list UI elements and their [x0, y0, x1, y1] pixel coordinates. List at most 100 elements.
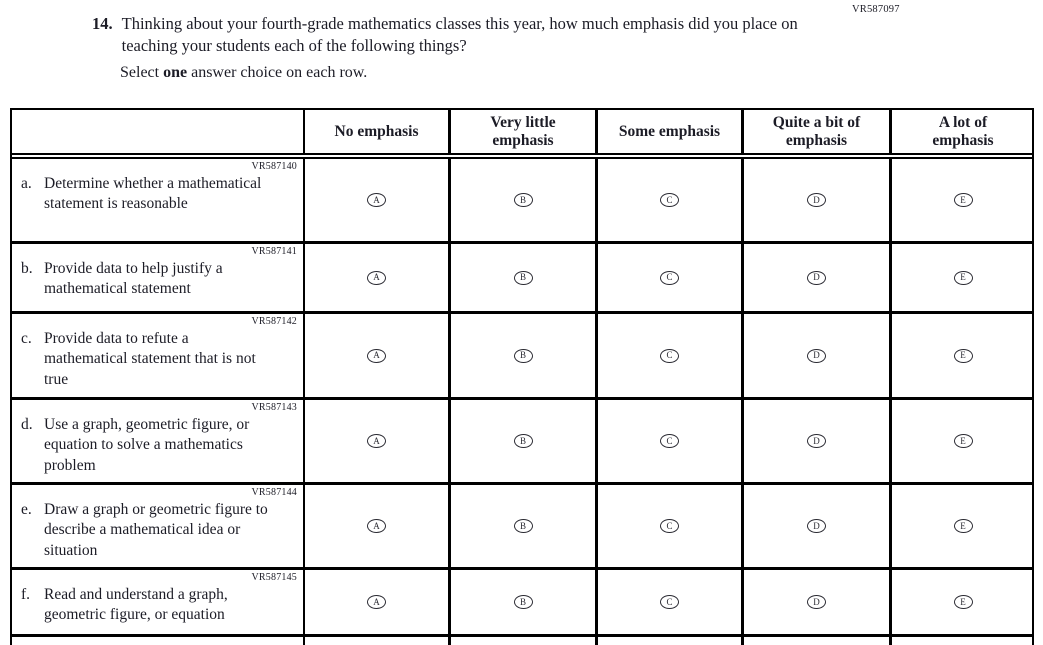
answer-bubble-b[interactable]: B	[513, 519, 533, 533]
row-text: Determine whether a mathematical stateme…	[44, 175, 262, 213]
answer-bubble-e[interactable]: E	[953, 193, 973, 207]
answer-bubble-d[interactable]: D	[807, 348, 826, 363]
table-row-e: VR587144 e. Draw a graph or geometric fig…	[12, 482, 1032, 567]
bubble-cell: A	[303, 314, 448, 397]
bubble-cell: E	[889, 400, 1034, 482]
bubble-cell: C	[595, 159, 741, 241]
answer-bubble-c[interactable]: C	[660, 270, 679, 285]
bubble-cell: D	[741, 485, 889, 567]
bubble-cell: B	[448, 159, 595, 241]
row-text: Read and understand a graph, geometric f…	[44, 586, 228, 624]
answer-bubble-a[interactable]: A	[367, 270, 386, 285]
bubble-cell: D	[741, 570, 889, 634]
answer-bubble-a[interactable]: A	[367, 193, 386, 207]
bubble-cell: B	[448, 244, 595, 311]
answer-bubble-b[interactable]: B	[513, 270, 533, 285]
instruction-bold-word: one	[163, 64, 188, 81]
column-header-some-emphasis: Some emphasis	[595, 110, 741, 153]
bubble-cell: C	[595, 570, 741, 634]
answer-bubble-d[interactable]: D	[807, 519, 826, 533]
answer-bubble-d[interactable]: D	[807, 270, 826, 285]
bubble-cell: A	[303, 244, 448, 311]
answer-bubble-b[interactable]: B	[513, 434, 533, 448]
answer-bubble-d[interactable]: D	[807, 193, 826, 207]
instruction-suffix: answer choice on each row.	[187, 64, 368, 81]
answer-bubble-c[interactable]: C	[660, 193, 679, 207]
bubble-cell: B	[448, 400, 595, 482]
bubble-cell: C	[595, 314, 741, 397]
row-label-cell: VR587143 d. Use a graph, geometric figure…	[12, 400, 303, 482]
answer-bubble-e[interactable]: E	[953, 270, 973, 285]
answer-bubble-b[interactable]: B	[513, 595, 533, 609]
row-letter: a.	[21, 175, 32, 192]
bubble-cell: E	[889, 244, 1034, 311]
question-number: 14.	[92, 14, 113, 33]
row-code: VR587142	[251, 316, 297, 327]
column-header-no-emphasis: No emphasis	[303, 110, 448, 153]
answer-bubble-a[interactable]: A	[367, 519, 386, 533]
row-label-cell	[12, 637, 303, 645]
answer-bubble-c[interactable]: C	[660, 434, 679, 448]
row-text: Provide data to refute a mathematical st…	[44, 330, 256, 388]
answer-bubble-c[interactable]: C	[660, 595, 679, 609]
bubble-cell: B	[448, 314, 595, 397]
question-instruction: Select one answer choice on each row.	[120, 64, 367, 82]
bubble-cell: B	[448, 485, 595, 567]
row-letter: c.	[21, 330, 32, 347]
answer-bubble-d[interactable]: D	[807, 595, 826, 609]
answer-bubble-e[interactable]: E	[953, 434, 973, 448]
bubble-cell: E	[889, 485, 1034, 567]
bubble-cell	[448, 637, 595, 645]
answer-bubble-b[interactable]: B	[513, 348, 533, 363]
row-letter: e.	[21, 501, 32, 518]
bubble-cell	[889, 637, 1034, 645]
row-letter: d.	[21, 416, 33, 433]
bubble-cell: E	[889, 159, 1034, 241]
row-code: VR587145	[251, 572, 297, 583]
table-row-c: VR587142 c. Provide data to refute a math…	[12, 311, 1032, 397]
bubble-cell	[303, 637, 448, 645]
row-text: Use a graph, geometric figure, or equati…	[44, 416, 250, 474]
answer-bubble-e[interactable]: E	[953, 595, 973, 609]
bubble-cell: E	[889, 314, 1034, 397]
answer-bubble-a[interactable]: A	[367, 434, 386, 448]
table-header-row: No emphasis Very little emphasis Some em…	[12, 110, 1032, 159]
question-block: 14. Thinking about your fourth-grade mat…	[92, 13, 822, 57]
bubble-cell: D	[741, 244, 889, 311]
bubble-cell: D	[741, 400, 889, 482]
emphasis-matrix-table: No emphasis Very little emphasis Some em…	[10, 108, 1034, 645]
table-row-d: VR587143 d. Use a graph, geometric figure…	[12, 397, 1032, 482]
row-code: VR587141	[251, 246, 297, 257]
question-text: Thinking about your fourth-grade mathema…	[121, 14, 798, 55]
table-row-partial-cutoff	[12, 634, 1032, 645]
row-letter: b.	[21, 260, 33, 277]
row-label-cell: VR587144 e. Draw a graph or geometric fig…	[12, 485, 303, 567]
bubble-cell: A	[303, 159, 448, 241]
bubble-cell: E	[889, 570, 1034, 634]
row-label-cell: VR587140 a. Determine whether a mathemati…	[12, 159, 303, 241]
answer-bubble-b[interactable]: B	[513, 193, 533, 207]
answer-bubble-e[interactable]: E	[953, 348, 973, 363]
table-row-b: VR587141 b. Provide data to help justify …	[12, 241, 1032, 311]
answer-bubble-c[interactable]: C	[660, 519, 679, 533]
bubble-cell: A	[303, 485, 448, 567]
answer-bubble-a[interactable]: A	[367, 595, 386, 609]
row-label-cell: VR587142 c. Provide data to refute a math…	[12, 314, 303, 397]
bubble-cell: C	[595, 400, 741, 482]
bubble-cell: C	[595, 244, 741, 311]
bubble-cell: A	[303, 570, 448, 634]
table-row-a: VR587140 a. Determine whether a mathemati…	[12, 159, 1032, 241]
answer-bubble-e[interactable]: E	[953, 519, 973, 533]
row-label-cell: VR587141 b. Provide data to help justify …	[12, 244, 303, 311]
answer-bubble-c[interactable]: C	[660, 348, 679, 363]
bubble-cell: A	[303, 400, 448, 482]
bubble-cell: D	[741, 314, 889, 397]
bubble-cell: B	[448, 570, 595, 634]
column-header-a-lot-of-emphasis: A lot of emphasis	[889, 110, 1034, 153]
bubble-cell: C	[595, 485, 741, 567]
row-code: VR587143	[251, 402, 297, 413]
answer-bubble-d[interactable]: D	[807, 434, 826, 448]
answer-bubble-a[interactable]: A	[367, 348, 386, 363]
row-code: VR587140	[251, 161, 297, 172]
